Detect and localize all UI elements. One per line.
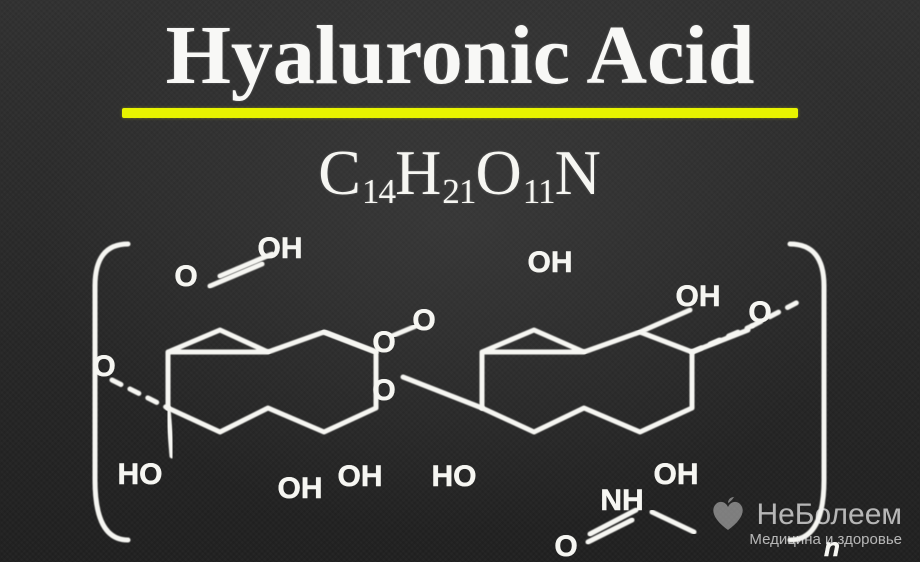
- svg-text:OH: OH: [676, 280, 721, 313]
- svg-text:O: O: [554, 530, 577, 562]
- chalkboard-background: Hyaluronic Acid C14H21O11N OHOOOOOHOHHOO…: [0, 0, 920, 562]
- svg-text:O: O: [92, 350, 115, 383]
- svg-text:O: O: [174, 260, 197, 293]
- svg-text:O: O: [372, 374, 395, 407]
- svg-text:n: n: [824, 532, 840, 562]
- svg-text:O: O: [748, 296, 771, 329]
- svg-text:OH: OH: [654, 458, 699, 491]
- svg-text:NH: NH: [600, 484, 643, 517]
- svg-text:OH: OH: [278, 472, 323, 505]
- molecular-structure-diagram: OHOOOOOHOHHOOOHOHOHOOHNHOn: [0, 0, 920, 562]
- svg-text:OH: OH: [258, 232, 303, 265]
- svg-text:OH: OH: [338, 460, 383, 493]
- svg-text:HO: HO: [118, 458, 163, 491]
- svg-text:O: O: [372, 326, 395, 359]
- svg-text:OH: OH: [528, 246, 573, 279]
- svg-text:HO: HO: [432, 460, 477, 493]
- svg-text:O: O: [412, 304, 435, 337]
